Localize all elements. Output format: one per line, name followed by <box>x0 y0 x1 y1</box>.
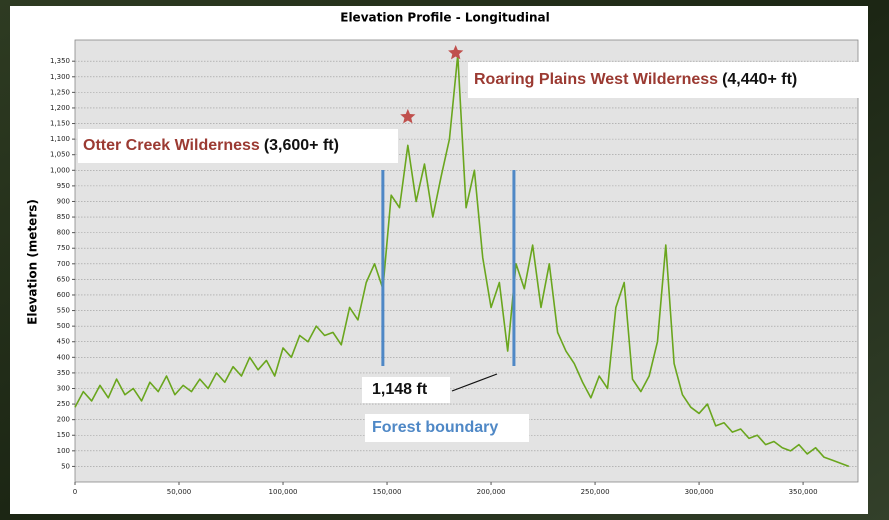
y-tick-label: 1,350 <box>50 57 70 65</box>
y-tick-label: 950 <box>57 182 70 190</box>
x-tick-label: 100,000 <box>269 488 298 496</box>
y-tick-label: 1,300 <box>50 73 70 81</box>
y-tick-label: 50 <box>61 462 70 470</box>
annotation: 1,148 ft <box>372 381 428 398</box>
y-tick-label: 350 <box>57 369 70 377</box>
y-tick-label: 500 <box>57 322 70 330</box>
y-tick-label: 800 <box>57 229 70 237</box>
y-tick-label: 1,200 <box>50 104 70 112</box>
x-tick-label: 50,000 <box>167 488 192 496</box>
x-tick-label: 300,000 <box>685 488 714 496</box>
y-tick-label: 600 <box>57 291 70 299</box>
y-tick-label: 400 <box>57 353 70 361</box>
y-tick-label: 250 <box>57 400 70 408</box>
y-tick-label: 1,100 <box>50 135 70 143</box>
annotation-detail: (3,600+ ft) <box>264 137 339 154</box>
y-tick-label: 750 <box>57 244 70 252</box>
y-tick-label: 450 <box>57 338 70 346</box>
y-tick-label: 650 <box>57 275 70 283</box>
y-tick-label: 300 <box>57 384 70 392</box>
chart-title: Elevation Profile - Longitudinal <box>340 11 550 25</box>
y-tick-label: 100 <box>57 447 70 455</box>
x-tick-label: 150,000 <box>373 488 402 496</box>
x-tick-label: 0 <box>73 488 77 496</box>
annotation-detail: (4,440+ ft) <box>722 71 797 88</box>
annotation-name: Otter Creek Wilderness <box>83 137 260 154</box>
page: Elevation Profile - Longitudinal Elevati… <box>0 0 889 520</box>
y-tick-label: 1,000 <box>50 166 70 174</box>
y-tick-label: 700 <box>57 260 70 268</box>
y-tick-label: 150 <box>57 431 70 439</box>
y-tick-label: 850 <box>57 213 70 221</box>
annotation: Roaring Plains West Wilderness(4,440+ ft… <box>474 71 797 88</box>
annotation-name: Roaring Plains West Wilderness <box>474 71 718 88</box>
y-tick-label: 900 <box>57 197 70 205</box>
annotation: Forest boundary <box>372 419 498 436</box>
y-tick-label: 1,250 <box>50 88 70 96</box>
annotation: Otter Creek Wilderness(3,600+ ft) <box>83 137 339 154</box>
y-tick-label: 1,050 <box>50 151 70 159</box>
y-tick-label: 550 <box>57 307 70 315</box>
y-axis-label: Elevation (meters) <box>26 199 40 325</box>
x-tick-label: 250,000 <box>581 488 610 496</box>
x-tick-label: 350,000 <box>789 488 818 496</box>
chart: Elevation Profile - Longitudinal Elevati… <box>0 0 889 520</box>
x-tick-label: 200,000 <box>477 488 506 496</box>
y-tick-label: 200 <box>57 416 70 424</box>
y-tick-label: 1,150 <box>50 120 70 128</box>
